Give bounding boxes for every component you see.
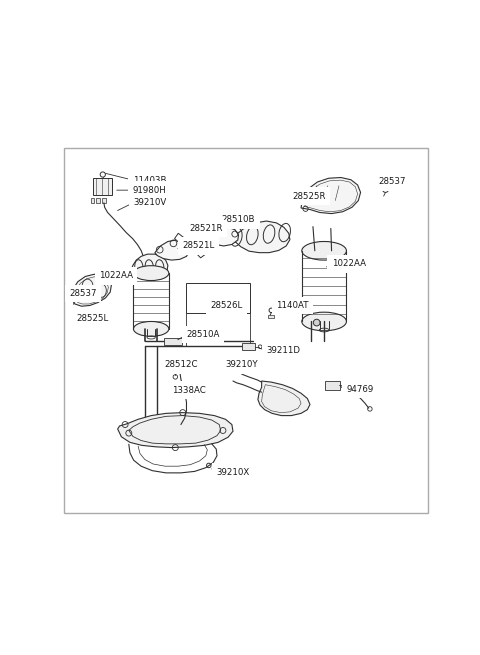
Polygon shape bbox=[188, 241, 205, 258]
Circle shape bbox=[127, 269, 132, 274]
Text: 1022AA: 1022AA bbox=[99, 271, 133, 280]
Text: 28537: 28537 bbox=[378, 178, 406, 187]
Polygon shape bbox=[301, 178, 360, 214]
Text: 39210X: 39210X bbox=[216, 468, 250, 477]
Text: 39210Y: 39210Y bbox=[226, 360, 258, 369]
Text: 28510B: 28510B bbox=[222, 215, 255, 225]
Bar bbox=[186, 283, 250, 313]
Text: 1338AC: 1338AC bbox=[172, 386, 206, 395]
Polygon shape bbox=[91, 198, 94, 203]
Text: 28537: 28537 bbox=[69, 289, 97, 298]
Text: 28521L: 28521L bbox=[183, 242, 215, 250]
Polygon shape bbox=[258, 381, 310, 415]
Bar bbox=[93, 178, 112, 195]
Bar bbox=[242, 343, 255, 350]
Text: 39210V: 39210V bbox=[133, 198, 167, 207]
Polygon shape bbox=[155, 240, 190, 260]
Text: 1140AT: 1140AT bbox=[276, 301, 309, 310]
Text: 28512C: 28512C bbox=[164, 360, 198, 369]
Polygon shape bbox=[209, 227, 239, 246]
Text: 39211D: 39211D bbox=[266, 346, 300, 355]
Ellipse shape bbox=[302, 312, 347, 331]
Ellipse shape bbox=[133, 322, 169, 337]
Bar bbox=[325, 381, 340, 390]
Text: 91980H: 91980H bbox=[132, 185, 166, 195]
Polygon shape bbox=[175, 233, 192, 251]
Polygon shape bbox=[118, 413, 233, 447]
Text: 28525L: 28525L bbox=[77, 314, 109, 323]
Ellipse shape bbox=[302, 242, 347, 260]
Text: 28525R: 28525R bbox=[292, 192, 326, 200]
Text: 28526L: 28526L bbox=[211, 301, 243, 310]
Text: 1022AA: 1022AA bbox=[332, 259, 366, 269]
Polygon shape bbox=[96, 198, 100, 203]
Polygon shape bbox=[72, 274, 111, 307]
Circle shape bbox=[313, 319, 320, 326]
Bar bbox=[164, 338, 182, 345]
Text: 94769: 94769 bbox=[347, 385, 374, 394]
Text: 28521R: 28521R bbox=[190, 224, 223, 233]
Polygon shape bbox=[102, 198, 106, 203]
Ellipse shape bbox=[133, 266, 169, 280]
Bar bbox=[267, 315, 274, 318]
Text: 11403B: 11403B bbox=[132, 176, 166, 185]
Polygon shape bbox=[234, 221, 290, 253]
Text: 28510A: 28510A bbox=[186, 330, 220, 339]
Polygon shape bbox=[131, 254, 168, 278]
